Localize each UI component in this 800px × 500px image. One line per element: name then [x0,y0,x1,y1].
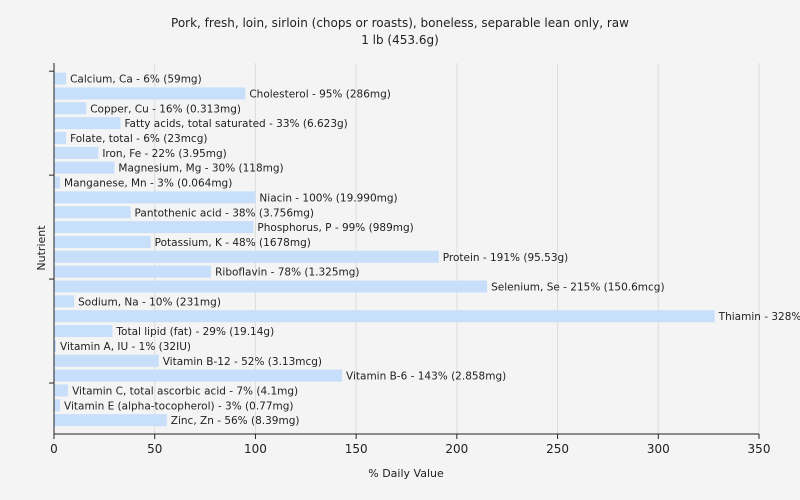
bar [54,399,61,412]
x-tick-label: 0 [50,442,58,456]
bar-label: Total lipid (fat) - 29% (19.14g) [115,326,274,338]
x-tick-label: 150 [345,442,368,456]
bar [54,87,246,100]
bar-label: Pantothenic acid - 38% (3.756mg) [135,207,314,219]
x-tick-label: 300 [647,442,670,456]
x-axis-label: % Daily Value [368,467,444,480]
chart-title: Pork, fresh, loin, sirloin (chops or roa… [171,16,629,30]
bar-label: Magnesium, Mg - 30% (118mg) [118,163,283,175]
bar-label: Iron, Fe - 22% (3.95mg) [102,148,226,160]
bar-label: Manganese, Mn - 3% (0.064mg) [64,178,232,190]
bar-label: Vitamin B-12 - 52% (3.13mcg) [163,356,322,368]
grid-lines [154,63,760,434]
x-tick-label: 100 [244,442,267,456]
y-axis-label: Nutrient [35,225,48,271]
bar [54,161,115,174]
bars: Calcium, Ca - 6% (59mg) Cholesterol - 95%… [54,72,800,427]
bar-label: Niacin - 100% (19.990mg) [259,192,397,204]
bar [54,72,67,85]
bar [54,310,715,323]
axes: 0 50 100 150 200 250 300 350 [49,63,770,456]
bar-label: Vitamin A, IU - 1% (32IU) [60,341,191,353]
bar [54,206,131,219]
bar-label: Phosphorus, P - 99% (989mg) [257,222,413,234]
bar [54,339,57,352]
bar-label: Vitamin C, total ascorbic acid - 7% (4.1… [72,385,298,397]
bar-label: Vitamin E (alpha-tocopherol) - 3% (0.77m… [64,400,294,412]
bar-label: Zinc, Zn - 56% (8.39mg) [171,415,300,427]
chart-subtitle: 1 lb (453.6g) [361,33,439,47]
bar-label: Fatty acids, total saturated - 33% (6.62… [124,118,347,130]
bar-label: Thiamin - 328% (4.926mg) [718,311,800,323]
bar [54,235,151,248]
bar [54,176,61,189]
bar [54,146,99,159]
x-tick-label: 250 [546,442,569,456]
x-tick-label: 50 [147,442,162,456]
bar-label: Potassium, K - 48% (1678mg) [155,237,311,249]
bar [54,132,67,144]
bar-label: Selenium, Se - 215% (150.6mcg) [491,282,664,294]
bar-label: Vitamin B-6 - 143% (2.858mg) [346,371,506,383]
bar [54,325,113,338]
bar [54,102,87,115]
bar [54,414,167,427]
bar [54,117,121,130]
x-tick-label: 350 [748,442,771,456]
bar-label: Copper, Cu - 16% (0.313mg) [90,103,241,115]
bar [54,280,488,293]
bar [54,295,75,308]
bar [54,191,256,204]
bar [54,354,159,367]
bar-label: Sodium, Na - 10% (231mg) [78,296,221,308]
bar [54,384,69,397]
bar-label: Calcium, Ca - 6% (59mg) [70,74,202,86]
bar [54,221,254,234]
bar-label: Protein - 191% (95.53g) [443,252,569,264]
x-tick-label: 200 [445,442,468,456]
bar-label: Cholesterol - 95% (286mg) [249,88,391,100]
bar [54,250,439,263]
bar [54,265,212,278]
bar-label: Folate, total - 6% (23mcg) [70,133,207,145]
bar [54,369,343,382]
bar-label: Riboflavin - 78% (1.325mg) [215,267,359,279]
